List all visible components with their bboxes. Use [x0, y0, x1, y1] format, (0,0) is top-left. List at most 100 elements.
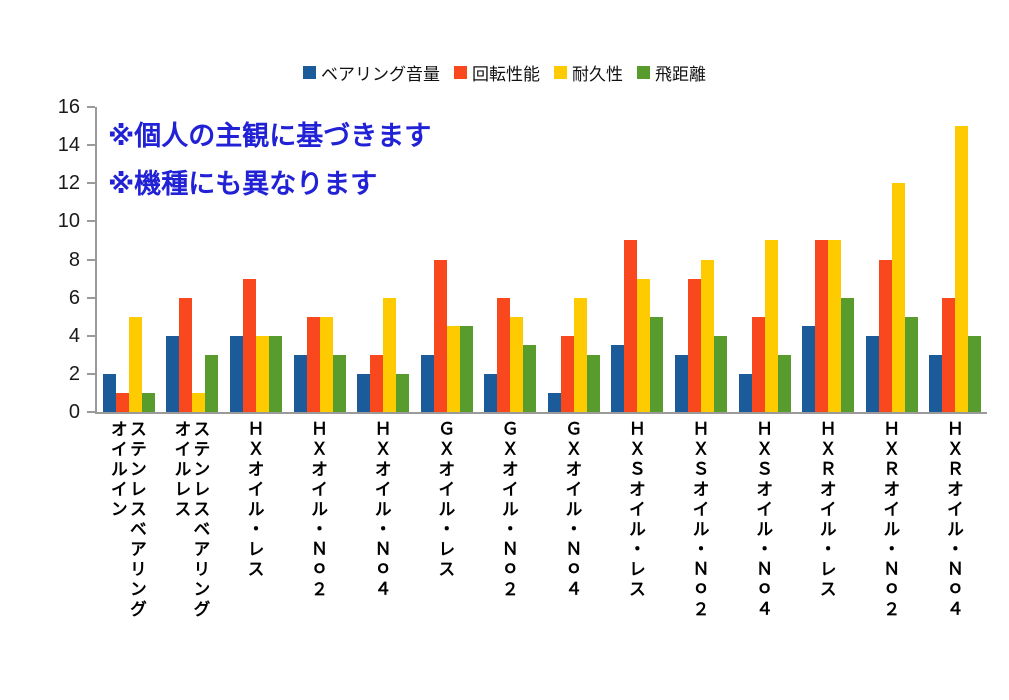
bar-group: [924, 107, 988, 412]
x-axis-label-line: ＨＸＲオイル・レス: [816, 420, 836, 600]
bar: [878, 259, 892, 412]
x-axis-label: ＨＸＲオイル・Ｎｏ４: [922, 420, 986, 620]
legend-item: 耐久性: [554, 60, 623, 85]
bar: [547, 392, 561, 412]
bar: [904, 316, 918, 412]
bar: [929, 354, 943, 412]
x-axis-label-line: オイルイン: [107, 420, 127, 520]
bar: [459, 326, 473, 412]
bar: [650, 316, 664, 412]
chart-annotations: ※個人の主観に基づきます ※機種にも異なります: [108, 112, 431, 208]
annotation-line-2: ※機種にも異なります: [108, 169, 378, 200]
bar: [891, 183, 905, 412]
x-axis-label: ＨＸオイル・Ｎｏ２: [286, 420, 350, 620]
bar-group: [415, 107, 479, 412]
bar: [713, 335, 727, 412]
bar: [687, 278, 701, 412]
bar: [523, 345, 537, 412]
bar: [115, 392, 129, 412]
bar: [573, 297, 587, 412]
y-axis-tick: [87, 296, 95, 299]
y-axis-labels: 0 2 4 6 8 10 12 14 16: [38, 96, 88, 423]
x-axis-labels: オイルイン ステンレスベアリング オイルレス ステンレスベアリング ＨＸオイル・レス ＨＸ…: [95, 420, 985, 620]
x-axis-label-line: ＧＸオイル・Ｎｏ２: [498, 420, 518, 600]
bar: [357, 373, 371, 412]
y-axis-tick: [87, 220, 95, 223]
bar: [255, 335, 269, 412]
bar-group: [288, 107, 352, 412]
legend-item: 飛距離: [637, 60, 706, 85]
bar: [166, 335, 180, 412]
bar: [102, 373, 116, 412]
bar: [751, 316, 765, 412]
bar: [446, 326, 460, 412]
x-axis-label-line: ステンレスベアリング: [190, 420, 210, 620]
plot-area: [87, 106, 988, 414]
x-axis-label-line: ＨＸオイル・Ｎｏ４: [371, 420, 391, 600]
bar: [306, 316, 320, 412]
bar: [674, 354, 688, 412]
legend-swatch: [637, 66, 650, 79]
bar: [128, 316, 142, 412]
y-axis-tick: [87, 334, 95, 337]
y-axis-label: 12: [57, 172, 80, 195]
bar: [802, 326, 816, 412]
bar-group: [351, 107, 415, 412]
x-axis-label-line: ＨＸＳオイル・Ｎｏ２: [689, 420, 709, 620]
bar: [968, 335, 982, 412]
x-axis-label: ＨＸＲオイル・レス: [794, 420, 858, 620]
legend-label: 耐久性: [572, 65, 623, 84]
bar: [777, 354, 791, 412]
legend-item: ベアリング音量: [303, 60, 440, 85]
y-axis-label: 2: [68, 362, 80, 385]
x-axis-label-line: ＧＸオイル・Ｎｏ４: [562, 420, 582, 600]
x-axis-label: ＨＸオイル・Ｎｏ４: [349, 420, 413, 620]
bar: [637, 278, 651, 412]
legend: ベアリング音量 回転性能 耐久性 飛距離: [0, 60, 1009, 85]
legend-swatch: [454, 66, 467, 79]
bar: [141, 392, 155, 412]
x-axis-label: ＧＸオイル・Ｎｏ４: [540, 420, 604, 620]
y-axis-tick: [87, 258, 95, 261]
bar: [815, 240, 829, 412]
bar: [192, 392, 206, 412]
x-axis-label: ＨＸＳオイル・Ｎｏ４: [731, 420, 795, 620]
bar-group: [669, 107, 733, 412]
x-axis-label-line: ＨＸＳオイル・Ｎｏ４: [753, 420, 773, 620]
legend-swatch: [303, 66, 316, 79]
y-axis-tick: [87, 144, 95, 147]
bar: [332, 354, 346, 412]
bar: [841, 297, 855, 412]
x-axis-label: ＨＸオイル・レス: [222, 420, 286, 620]
bar-group: [224, 107, 288, 412]
bar: [205, 354, 219, 412]
x-axis-label: ＨＸＳオイル・レス: [604, 420, 668, 620]
bar: [624, 240, 638, 412]
bar: [828, 240, 842, 412]
y-axis-tick: [87, 182, 95, 185]
bar-group: [478, 107, 542, 412]
bar: [319, 316, 333, 412]
bar: [586, 354, 600, 412]
bar-group: [860, 107, 924, 412]
y-axis-label: 16: [57, 96, 80, 118]
x-axis-label-line: ＧＸオイル・レス: [435, 420, 455, 580]
x-axis-label: ＨＸＲオイル・Ｎｏ２: [858, 420, 922, 620]
x-axis-label: ＨＸＳオイル・Ｎｏ２: [667, 420, 731, 620]
bar: [229, 335, 243, 412]
bar-group: [161, 107, 225, 412]
bar: [865, 335, 879, 412]
y-axis-label: 8: [68, 248, 80, 271]
x-axis-label-line: ＨＸＳオイル・レス: [625, 420, 645, 600]
y-axis-label: 14: [57, 134, 80, 157]
y-axis-label: 0: [68, 401, 80, 423]
bar: [293, 354, 307, 412]
x-axis-label-line: ＨＸオイル・レス: [244, 420, 264, 580]
bar: [433, 259, 447, 412]
annotation-line-1: ※個人の主観に基づきます: [108, 121, 432, 151]
y-axis-label: 6: [68, 286, 80, 309]
x-axis-label-line: ＨＸＲオイル・Ｎｏ２: [880, 420, 900, 620]
legend-item: 回転性能: [454, 60, 540, 85]
x-axis-label-line: ＨＸＲオイル・Ｎｏ４: [943, 420, 963, 620]
legend-label: 飛距離: [655, 65, 706, 84]
